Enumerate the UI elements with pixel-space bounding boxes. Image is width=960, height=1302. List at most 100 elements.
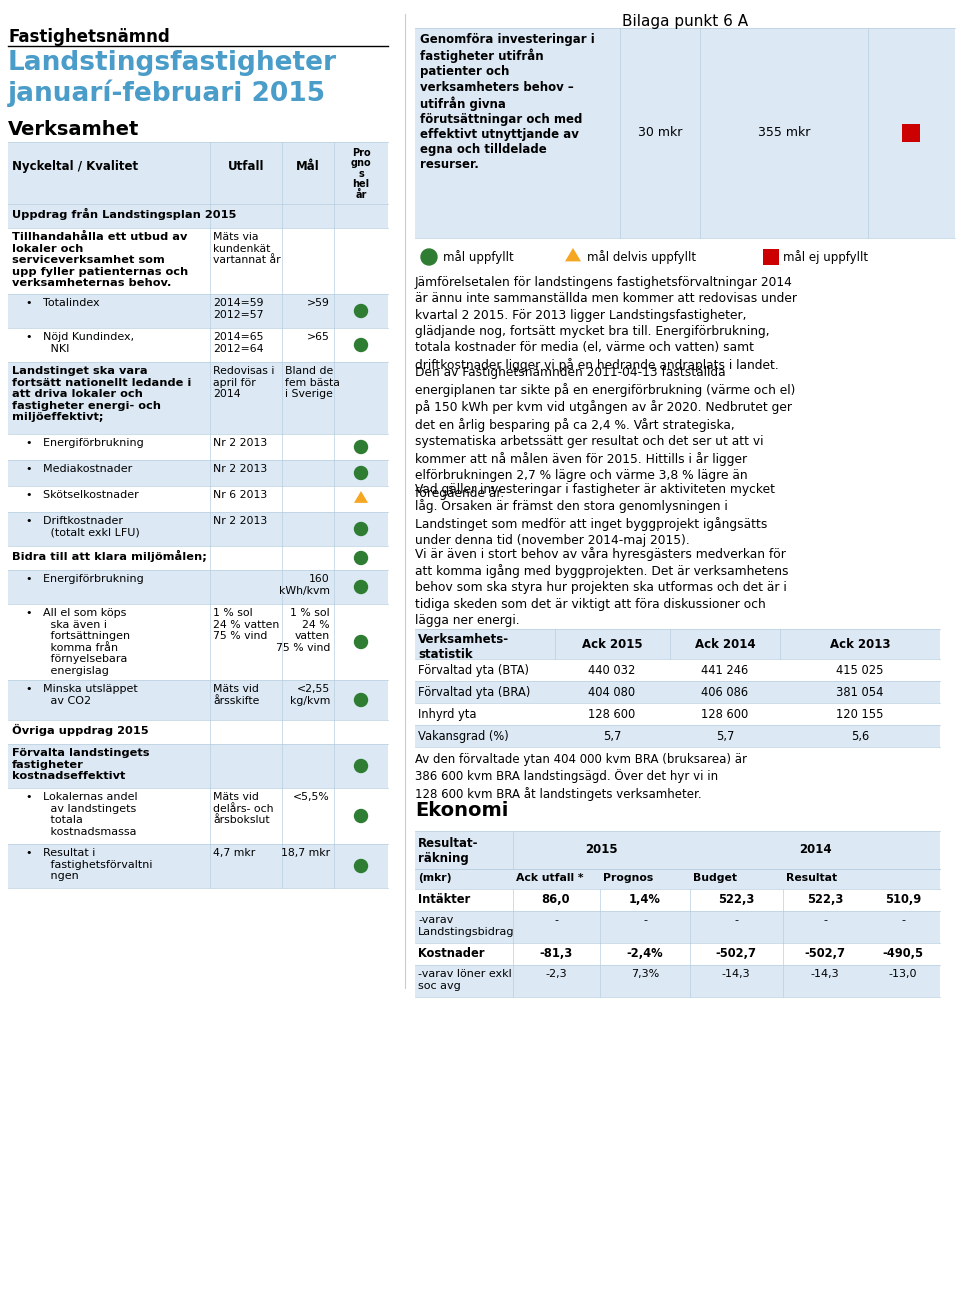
Text: 18,7 mkr: 18,7 mkr [281,848,330,858]
Text: •   Mediakostnader: • Mediakostnader [12,464,132,474]
Text: Av den förvaltade ytan 404 000 kvm BRA (bruksarea) är
386 600 kvm BRA landstings: Av den förvaltade ytan 404 000 kvm BRA (… [415,753,747,801]
Text: Vad gäller investeringar i fastigheter är aktiviteten mycket
låg. Orsaken är frä: Vad gäller investeringar i fastigheter ä… [415,483,775,547]
Text: Förvaltad yta (BRA): Förvaltad yta (BRA) [418,686,530,699]
FancyBboxPatch shape [8,328,388,362]
Circle shape [354,859,368,872]
FancyBboxPatch shape [8,604,388,680]
Text: Landstingsfastigheter
januarí-februari 2015: Landstingsfastigheter januarí-februari 2… [8,49,337,107]
Text: 1 % sol
24 %
vatten
75 % vind: 1 % sol 24 % vatten 75 % vind [276,608,330,652]
Text: 522,3: 522,3 [806,893,843,906]
Text: 404 080: 404 080 [588,686,636,699]
Text: -: - [901,915,905,924]
FancyBboxPatch shape [8,720,388,743]
Text: <5,5%: <5,5% [293,792,330,802]
Text: Utfall: Utfall [228,160,264,173]
Text: mål ej uppfyllt: mål ej uppfyllt [783,250,868,264]
FancyBboxPatch shape [415,868,940,889]
Text: 160
kWh/kvm: 160 kWh/kvm [279,574,330,595]
FancyBboxPatch shape [763,249,779,266]
Text: mål uppfyllt: mål uppfyllt [443,250,514,264]
FancyBboxPatch shape [415,911,940,943]
Circle shape [354,694,368,707]
Text: Landstinget ska vara
fortsätt nationellt ledande i
att driva lokaler och
fastigh: Landstinget ska vara fortsätt nationellt… [12,366,191,422]
Text: 355 mkr: 355 mkr [757,126,810,139]
FancyBboxPatch shape [415,889,940,911]
Text: Jämförelsetalen för landstingens fastighetsförvaltningar 2014
är ännu inte samma: Jämförelsetalen för landstingens fastigh… [415,276,797,372]
FancyBboxPatch shape [8,788,388,844]
Text: Redovisas i
april för
2014: Redovisas i april för 2014 [213,366,275,400]
Text: Vakansgrad (%): Vakansgrad (%) [418,730,509,743]
FancyBboxPatch shape [8,204,388,228]
Text: -502,7: -502,7 [715,947,756,960]
Circle shape [354,466,368,479]
Circle shape [354,440,368,453]
Text: •   Lokalernas andel
           av landstingets
           totala
           kos: • Lokalernas andel av landstingets total… [12,792,137,837]
Text: 2014=59
2012=57: 2014=59 2012=57 [213,298,263,319]
Text: -14,3: -14,3 [810,969,839,979]
Text: -13,0: -13,0 [889,969,917,979]
FancyBboxPatch shape [415,831,940,868]
Text: Resultat-
räkning: Resultat- räkning [418,837,478,865]
FancyBboxPatch shape [8,743,388,788]
Text: Nr 2 2013: Nr 2 2013 [213,516,267,526]
Text: 406 086: 406 086 [702,686,749,699]
Text: -varav löner exkl
soc avg: -varav löner exkl soc avg [418,969,512,991]
Text: 2015: 2015 [585,842,617,855]
FancyBboxPatch shape [902,124,920,142]
Text: Mäts via
kundenkät
vartannat år: Mäts via kundenkät vartannat år [213,232,280,266]
Text: •   All el som köps
           ska även i
           fortsättningen
           k: • All el som köps ska även i fortsättnin… [12,608,131,676]
Text: Bilaga punkt 6 A: Bilaga punkt 6 A [622,14,748,29]
Text: Mäts vid
årsskifte: Mäts vid årsskifte [213,684,259,706]
Text: Den av Fastighetsnämnden 2011-04-13 fastställda
energiplanen tar sikte på en ene: Den av Fastighetsnämnden 2011-04-13 fast… [415,366,796,500]
Text: Ack 2015: Ack 2015 [582,638,642,651]
FancyBboxPatch shape [8,294,388,328]
FancyBboxPatch shape [415,725,940,747]
Text: 86,0: 86,0 [541,893,570,906]
Text: -490,5: -490,5 [882,947,924,960]
Text: 7,3%: 7,3% [631,969,660,979]
FancyBboxPatch shape [415,943,940,965]
Text: Nr 2 2013: Nr 2 2013 [213,437,267,448]
Polygon shape [565,247,581,262]
Text: 441 246: 441 246 [702,664,749,677]
Text: 381 054: 381 054 [836,686,884,699]
Text: •   Driftkostnader
           (totalt exkl LFU): • Driftkostnader (totalt exkl LFU) [12,516,140,538]
Text: Fastighetsnämnd: Fastighetsnämnd [8,29,170,46]
Text: Mål: Mål [296,160,320,173]
Text: Nr 2 2013: Nr 2 2013 [213,464,267,474]
Text: -: - [554,915,558,924]
Text: 128 600: 128 600 [588,708,636,721]
FancyBboxPatch shape [415,965,940,997]
Circle shape [354,552,368,565]
Text: Pro
gno
s
hel
år: Pro gno s hel år [350,148,372,199]
Text: -502,7: -502,7 [804,947,846,960]
Text: -: - [823,915,827,924]
FancyBboxPatch shape [8,570,388,604]
Text: •   Totalindex: • Totalindex [12,298,100,309]
FancyBboxPatch shape [8,434,388,460]
Text: 5,7: 5,7 [716,730,734,743]
Text: 440 032: 440 032 [588,664,636,677]
Text: Ack 2014: Ack 2014 [695,638,756,651]
Polygon shape [354,491,368,503]
Circle shape [354,635,368,648]
Text: Budget: Budget [693,874,737,883]
Text: Kostnader: Kostnader [418,947,485,960]
Text: Bidra till att klara miljömålen;: Bidra till att klara miljömålen; [12,549,206,562]
Text: Genomföra investeringar i
fastigheter utifrån
patienter och
verksamheters behov : Genomföra investeringar i fastigheter ut… [420,33,595,172]
FancyBboxPatch shape [8,362,388,434]
Text: 2014: 2014 [799,842,831,855]
Text: -2,4%: -2,4% [627,947,663,960]
FancyBboxPatch shape [415,703,940,725]
Circle shape [354,305,368,318]
Text: 4,7 mkr: 4,7 mkr [213,848,255,858]
Text: •   Energiförbrukning: • Energiförbrukning [12,574,144,585]
FancyBboxPatch shape [8,460,388,486]
Text: 1 % sol
24 % vatten
75 % vind: 1 % sol 24 % vatten 75 % vind [213,608,279,641]
Text: -2,3: -2,3 [545,969,566,979]
Text: -: - [734,915,738,924]
Text: 415 025: 415 025 [836,664,884,677]
Text: Resultat: Resultat [786,874,837,883]
FancyBboxPatch shape [8,546,388,570]
Text: Tillhandahålla ett utbud av
lokaler och
serviceverksamhet som
upp fyller patient: Tillhandahålla ett utbud av lokaler och … [12,232,188,289]
